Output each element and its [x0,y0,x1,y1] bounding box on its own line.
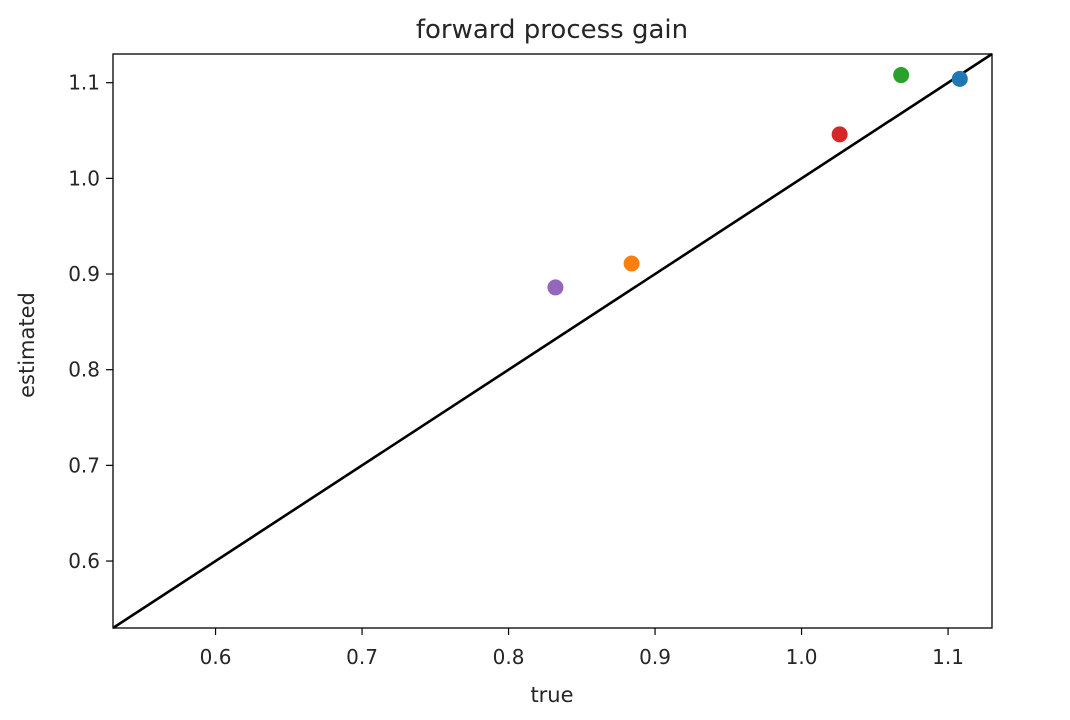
x-tick-label: 1.1 [932,645,964,669]
y-tick-label: 0.8 [68,358,100,382]
scatter-point [831,126,848,143]
chart-title: forward process gain [416,15,688,45]
y-tick-label: 0.7 [68,453,100,477]
x-tick-label: 0.8 [493,645,525,669]
scatter-point [547,279,564,296]
x-axis-label: true [530,683,573,707]
x-tick-label: 0.7 [346,645,378,669]
y-tick-label: 1.0 [68,166,100,190]
scatter-point [893,67,910,84]
y-tick-label: 0.6 [68,549,100,573]
x-tick-label: 0.9 [639,645,671,669]
scatter-point [623,255,640,272]
identity-line [112,52,993,630]
y-axis-label: estimated [15,292,39,398]
axis-ticks: 0.6 0.7 0.8 0.9 1.0 1.1 0.6 0.7 0.8 0.9 1.0 1.1 [68,71,964,669]
x-tick-label: 1.0 [786,645,818,669]
plot-frame [112,53,993,629]
y-tick-label: 0.9 [68,262,100,286]
plot-area [112,52,993,630]
y-tick-label: 1.1 [68,71,100,95]
x-tick-label: 0.6 [200,645,232,669]
scatter-point [951,70,968,87]
